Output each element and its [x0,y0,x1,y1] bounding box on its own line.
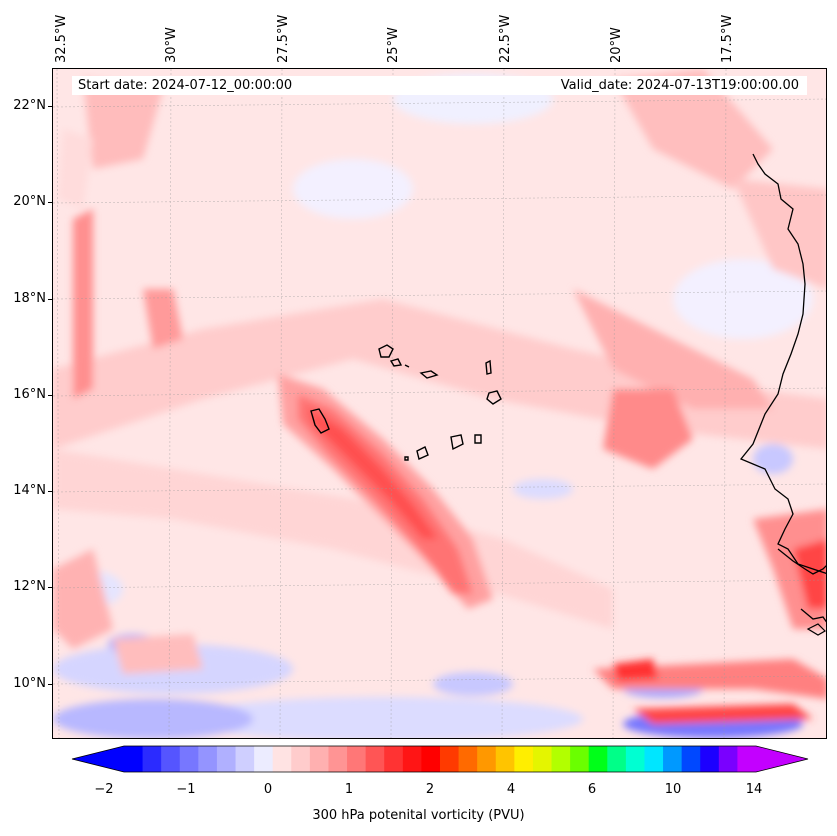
pv-filled-contours [53,69,826,738]
colorbar-tick-label: 6 [587,782,597,797]
colorbar-bin [347,746,367,772]
lon-label-22-5w: 22.5°W [498,14,513,63]
colorbar-bin [718,746,739,772]
colorbar [70,745,810,773]
lon-label-17-5w: 17.5°W [720,14,735,63]
lat-label-16n: 16°N [13,387,46,402]
lat-tick-14n [48,491,52,492]
colorbar-bin [309,746,330,772]
lat-tick-18n [48,299,52,300]
coastline-guinea [800,608,826,623]
colorbar-graphic [71,745,809,773]
colorbar-tick-label: 10 [664,782,682,797]
colorbar-bin [421,746,441,772]
colorbar-bin [124,746,144,772]
colorbar-bin [198,746,218,772]
colorbar-tick-label: 2 [425,782,435,797]
colorbar-bin [365,746,385,772]
colorbar-tick-label: 1 [344,782,354,797]
colorbar-tick-label: 14 [745,782,763,797]
colorbar-label: 300 hPa potenital vorticity (PVU) [312,808,525,823]
start-date-text: Start date: 2024-07-12_00:00:00 [78,78,293,93]
graticule-lines [53,69,826,738]
lat-tick-12n [48,587,52,588]
colorbar-bin [216,746,237,772]
colorbar-tick-label: −1 [176,782,196,797]
valid-date-text: Valid_date: 2024-07-13T19:00:00.00 [560,78,799,93]
date-info-bar: Start date: 2024-07-12_00:00:00 Valid_da… [72,76,807,95]
colorbar-bin [514,746,534,772]
colorbar-bin [384,746,404,772]
colorbar-bin [570,746,590,772]
colorbar-bin [532,746,553,772]
colorbar-outline [71,745,809,773]
lon-label-27-5w: 27.5°W [276,14,291,63]
lat-tick-20n [48,202,52,203]
lon-label-25w: 25°W [386,27,401,63]
colorbar-bin [477,746,497,772]
lon-label-30w: 30°W [164,27,179,63]
colorbar-tick-label: 4 [506,782,516,797]
colorbar-bin [551,746,571,772]
colorbar-max-extension [756,746,808,772]
lat-label-18n: 18°N [13,291,46,306]
coastline-gambia [777,548,826,575]
pv-field-map [53,69,826,738]
colorbar-bin [607,746,627,772]
lat-tick-10n [48,684,52,685]
colorbar-bin [737,746,757,772]
lat-label-20n: 20°N [13,194,46,209]
colorbar-bin [700,746,720,772]
colorbar-bin [625,746,646,772]
colorbar-bin [142,746,162,772]
colorbar-bin [402,746,423,772]
lat-label-14n: 14°N [13,483,46,498]
lon-label-32-5w: 32.5°W [54,14,69,63]
colorbar-bin [644,746,664,772]
colorbar-bin [254,746,274,772]
colorbar-bin [495,746,515,772]
cape-verde-islands [310,344,502,461]
colorbar-bin [458,746,478,772]
africa-coastline [739,153,826,575]
lat-tick-22n [48,106,52,107]
colorbar-bin [291,746,311,772]
colorbar-bin [179,746,199,772]
colorbar-bin [681,746,701,772]
lat-label-22n: 22°N [13,98,46,113]
colorbar-bin [328,746,348,772]
colorbar-min-extension [72,746,124,772]
lat-label-12n: 12°N [13,579,46,594]
colorbar-bin [272,746,292,772]
lat-label-10n: 10°N [13,676,46,691]
colorbar-tick-label: −2 [94,782,114,797]
colorbar-bin [440,746,460,772]
colorbar-bin [161,746,181,772]
bissagos-islands [806,623,826,636]
colorbar-bin [663,746,683,772]
lat-tick-16n [48,395,52,396]
colorbar-bin [588,746,608,772]
colorbar-bin [235,746,255,772]
map-plot-area [52,68,827,739]
lon-label-20w: 20°W [609,27,624,63]
colorbar-tick-label: 0 [263,782,273,797]
